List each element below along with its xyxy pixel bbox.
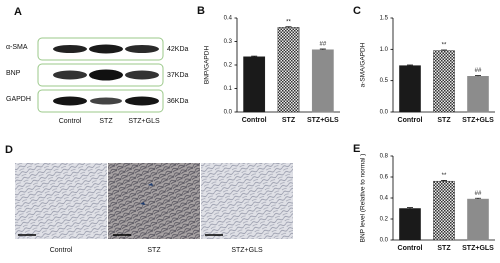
bar: [399, 208, 421, 241]
y-tick-label: 0.5: [380, 78, 389, 84]
x-tick-label: Control: [398, 117, 423, 124]
y-axis-label: BNP level (Relative to normal ): [360, 154, 367, 243]
error-bar: [319, 48, 326, 50]
y-tick-label: 1.5: [380, 16, 389, 22]
y-tick-label: 0.2: [380, 217, 389, 223]
x-tick-label: STZ: [437, 245, 451, 252]
group-label: STZ+GLS: [231, 247, 263, 254]
bar: [399, 65, 421, 113]
histology-image: [15, 163, 107, 239]
x-tick-label: Control: [398, 245, 423, 252]
error-bar: [475, 197, 481, 200]
panel-label: D: [5, 144, 13, 156]
significance-mark: **: [286, 19, 291, 25]
x-tick-label: STZ+GLS: [462, 245, 494, 252]
x-tick-label: STZ: [282, 117, 296, 124]
stain-marker: [140, 183, 153, 205]
significance-mark: **: [442, 43, 447, 49]
y-tick-label: 0.2: [224, 63, 233, 69]
bar: [433, 50, 455, 113]
y-tick-label: 0.8: [380, 154, 389, 160]
size-label: 42KDa: [167, 46, 189, 53]
histology: D Control STZ STZ+GLS: [5, 144, 293, 254]
x-tick-label: STZ: [437, 117, 451, 124]
group-label: STZ: [99, 118, 113, 125]
western-blot: A α-SMA 42KDa BNP 37KDa GAPDH 36KDa Cont…: [6, 6, 189, 125]
group-label: Control: [50, 247, 73, 254]
error-bar: [251, 55, 258, 57]
error-bar: [475, 75, 481, 77]
significance-mark: ##: [319, 42, 326, 48]
size-label: 36KDa: [167, 98, 189, 105]
y-tick-label: 0.6: [380, 175, 389, 181]
y-axis-label: a-SMA/GAPDH: [360, 42, 367, 87]
y-tick-label: 0.4: [224, 16, 233, 22]
y-tick-label: 1.0: [380, 47, 389, 53]
panel-label: A: [14, 6, 22, 18]
bar: [277, 27, 300, 113]
x-tick-label: Control: [242, 117, 267, 124]
y-tick-label: 0.0: [224, 110, 233, 116]
panel-label: C: [353, 5, 361, 17]
y-tick-label: 0.0: [380, 238, 389, 244]
error-bar: [441, 49, 447, 51]
bar: [311, 49, 334, 113]
row-label: GAPDH: [6, 96, 31, 103]
bar: [433, 180, 455, 241]
group-label: STZ: [147, 247, 161, 254]
significance-mark: **: [442, 173, 447, 179]
x-tick-label: STZ+GLS: [307, 117, 339, 124]
blot-row: GAPDH 36KDa: [6, 89, 189, 113]
panel-label: E: [353, 143, 360, 155]
y-tick-label: 0.3: [224, 39, 233, 45]
y-tick-label: 0.1: [224, 86, 233, 92]
histology-image: [108, 163, 200, 239]
x-tick-label: STZ+GLS: [462, 117, 494, 124]
error-bar: [407, 207, 413, 209]
y-tick-label: 0.4: [380, 196, 389, 202]
panel-label: B: [197, 5, 205, 17]
group-label: STZ+GLS: [128, 118, 160, 125]
size-label: 37KDa: [167, 72, 189, 79]
y-tick-label: 0.0: [380, 110, 389, 116]
error-bar: [441, 180, 447, 182]
error-bar: [285, 26, 292, 28]
significance-mark: ##: [475, 191, 482, 197]
significance-mark: ##: [475, 68, 482, 74]
group-label: Control: [59, 118, 82, 125]
blot-row: BNP 37KDa: [6, 63, 189, 87]
bar: [467, 76, 489, 113]
bar: [467, 198, 489, 241]
histology-image: [201, 163, 293, 239]
row-label: BNP: [6, 70, 21, 77]
error-bar: [407, 64, 413, 66]
row-label: α-SMA: [6, 44, 28, 51]
bar: [243, 56, 266, 113]
blot-row: α-SMA 42KDa: [6, 37, 189, 61]
y-axis-label: BNP/GAPDH: [204, 46, 211, 85]
